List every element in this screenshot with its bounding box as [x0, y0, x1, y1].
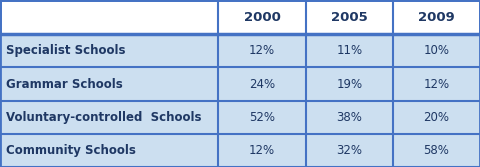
- Text: 11%: 11%: [336, 44, 362, 57]
- Text: 19%: 19%: [336, 77, 362, 91]
- Bar: [0, 101, 480, 134]
- Text: 20%: 20%: [423, 111, 450, 124]
- Text: 52%: 52%: [249, 111, 275, 124]
- Text: 2000: 2000: [244, 11, 280, 24]
- Text: 24%: 24%: [249, 77, 275, 91]
- Text: 38%: 38%: [336, 111, 362, 124]
- Text: 10%: 10%: [423, 44, 450, 57]
- Text: 12%: 12%: [249, 144, 275, 157]
- Text: Specialist Schools: Specialist Schools: [6, 44, 125, 57]
- Bar: [0, 67, 480, 101]
- Text: 58%: 58%: [424, 144, 449, 157]
- Text: 32%: 32%: [336, 144, 362, 157]
- Text: 2005: 2005: [331, 11, 368, 24]
- Text: 2009: 2009: [418, 11, 455, 24]
- Text: 12%: 12%: [423, 77, 450, 91]
- Text: Community Schools: Community Schools: [6, 144, 136, 157]
- Bar: [0, 134, 480, 167]
- Text: Voluntary-controlled  Schools: Voluntary-controlled Schools: [6, 111, 201, 124]
- Text: Grammar Schools: Grammar Schools: [6, 77, 122, 91]
- Bar: [0, 34, 480, 67]
- Text: 12%: 12%: [249, 44, 275, 57]
